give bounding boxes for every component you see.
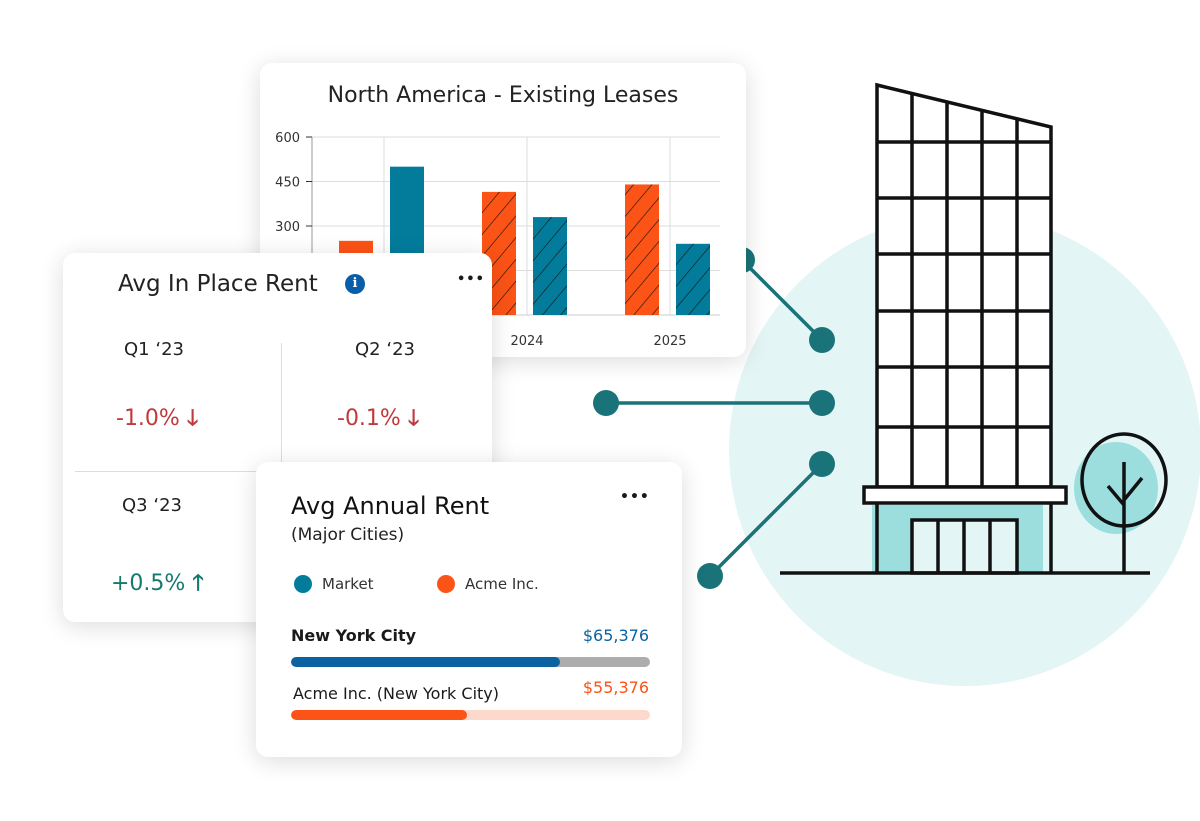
progress-bar (291, 657, 650, 667)
chart-title: North America - Existing Leases (327, 83, 679, 108)
x-tick-label: 2025 (653, 334, 686, 349)
divider (75, 471, 265, 472)
quarter-value: -0.1% 🡓 (337, 406, 420, 431)
legend-dot (294, 575, 312, 593)
legend-market: Market (294, 575, 374, 593)
x-tick-label: 2024 (510, 334, 543, 349)
connector-dots (593, 247, 835, 589)
progress-bar (291, 710, 650, 720)
legend-dot (437, 575, 455, 593)
quarter-label: Q1 ‘23 (124, 339, 184, 360)
card-title: Avg Annual Rent (291, 492, 490, 520)
legend-acme: Acme Inc. (437, 575, 539, 593)
card-title: Avg In Place Rent (118, 271, 318, 297)
arrow-up-icon: 🡑 (192, 571, 204, 596)
more-options-icon[interactable]: ••• (457, 272, 485, 287)
bar-hatch (676, 243, 710, 315)
row-value: $65,376 (582, 626, 649, 645)
connector-lines (606, 258, 824, 578)
quarter-value: -1.0% 🡓 (116, 406, 199, 431)
building-icon (780, 82, 1150, 575)
info-icon[interactable]: i (345, 274, 365, 294)
row-value: $55,376 (582, 678, 649, 697)
quarter-value: +0.5% 🡑 (111, 571, 204, 596)
quarter-label: Q3 ‘23 (122, 495, 182, 516)
bar-hatch (533, 217, 567, 315)
row-label: Acme Inc. (New York City) (293, 684, 499, 703)
avg-annual-rent-card: Avg Annual Rent (Major Cities) ••• Marke… (256, 462, 682, 757)
card-subtitle: (Major Cities) (291, 525, 405, 545)
arrow-down-icon: 🡓 (407, 406, 420, 431)
more-options-icon[interactable]: ••• (620, 489, 650, 505)
divider (281, 343, 282, 573)
tree-icon (1074, 432, 1168, 573)
quarter-label: Q2 ‘23 (355, 339, 415, 360)
bar-hatch (625, 184, 659, 315)
y-tick-label: 300 (275, 220, 300, 235)
y-tick-label: 600 (275, 131, 300, 146)
arrow-down-icon: 🡓 (186, 406, 199, 431)
row-label: New York City (291, 626, 417, 645)
y-tick-label: 450 (275, 176, 300, 191)
